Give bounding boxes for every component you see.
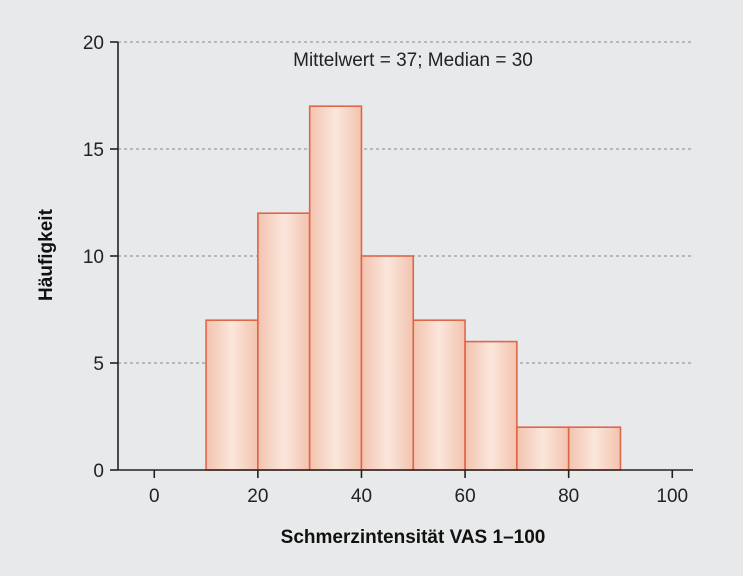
y-tick-label: 15 [83, 140, 104, 161]
y-tick-label: 5 [93, 354, 104, 375]
histogram-bar [412, 319, 466, 471]
axes [110, 41, 693, 478]
y-tick-label: 20 [83, 33, 104, 54]
histogram-bar [308, 105, 363, 471]
x-axis-title: Schmerzintensität VAS 1–100 [281, 527, 546, 548]
histogram-bar [516, 426, 570, 471]
tick-labels: 0 5 10 15 20 0 20 40 60 80 100 [83, 33, 688, 507]
stats-annotation: Mittelwert = 37; Median = 30 [293, 50, 533, 71]
y-axis-title: Häufigkeit [36, 208, 57, 301]
y-tick-label: 10 [83, 247, 104, 268]
histogram-bar [257, 212, 311, 471]
histogram-bar [567, 426, 622, 471]
histogram-bar [464, 340, 518, 471]
histogram-bar [360, 255, 415, 471]
x-tick-label: 80 [558, 486, 579, 507]
x-tick-label: 0 [149, 486, 160, 507]
x-tick-label: 60 [455, 486, 476, 507]
x-tick-label: 40 [351, 486, 372, 507]
x-tick-label: 20 [247, 486, 268, 507]
bars [205, 105, 622, 471]
y-tick-label: 0 [93, 461, 104, 482]
histogram-bar [205, 319, 259, 471]
x-tick-label: 100 [656, 486, 688, 507]
